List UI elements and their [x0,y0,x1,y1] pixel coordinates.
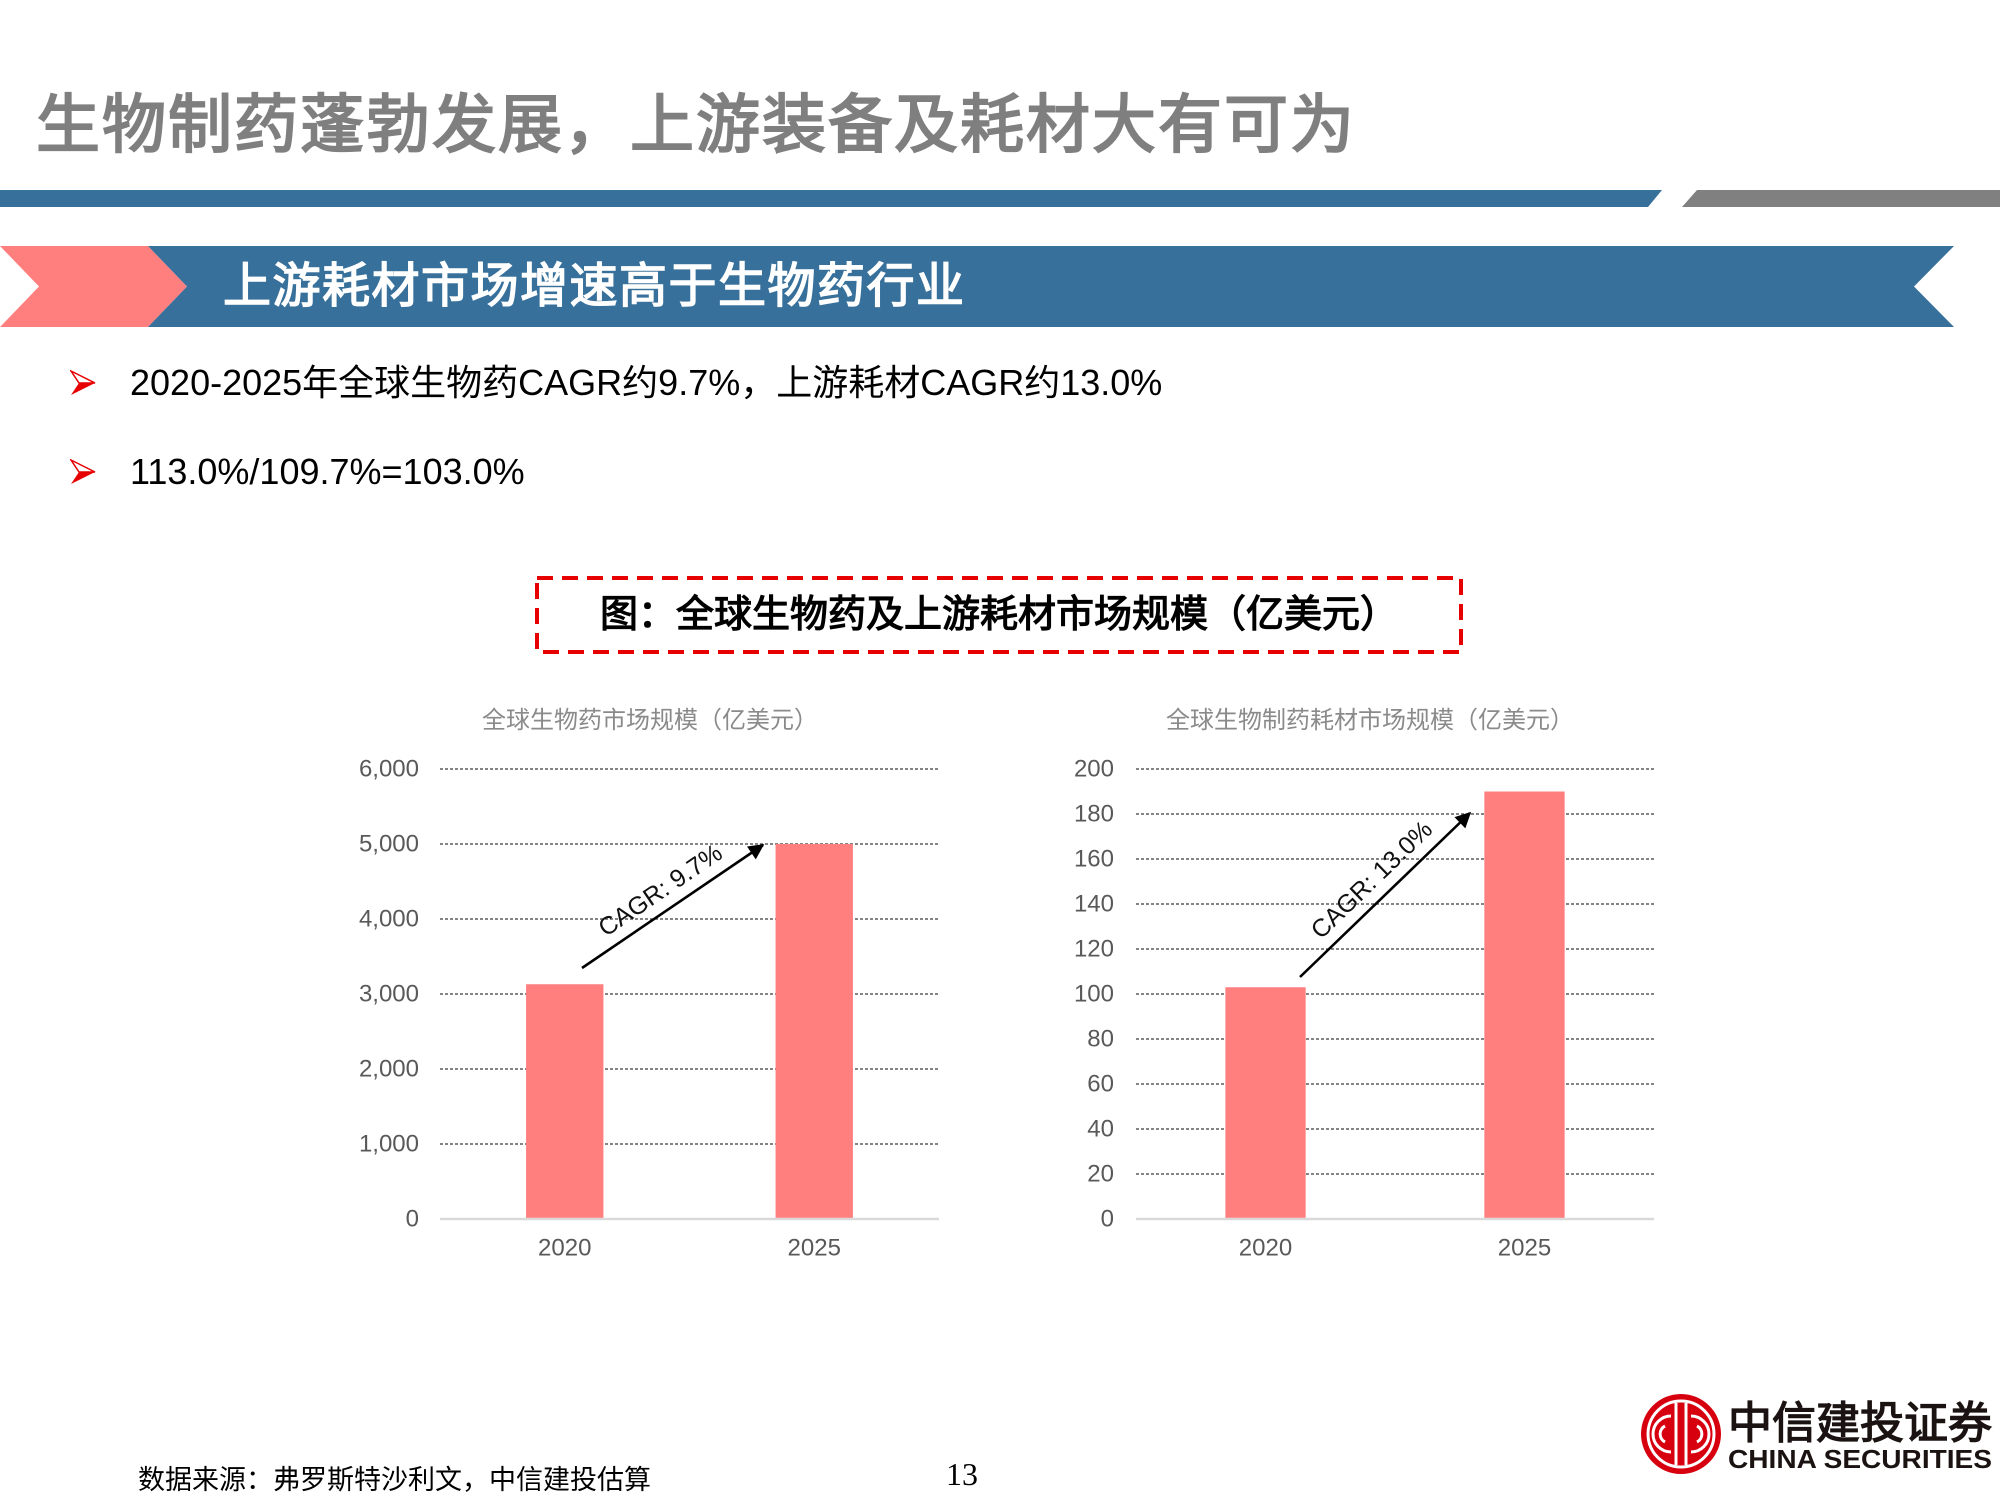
x-tick-label: 2020 [1239,1235,1292,1262]
bullet-item: 2020-2025年全球生物药CAGR约9.7%，上游耗材CAGR约13.0% [70,361,1162,405]
arrow-bullet-icon [70,459,96,484]
cagr-arrow-icon [581,843,765,970]
y-tick-label: 140 [1074,891,1114,918]
y-tick-label: 3,000 [359,981,419,1008]
figure-caption-box: 图：全球生物药及上游耗材市场规模（亿美元） [535,576,1463,654]
chart-title: 全球生物制药耗材市场规模（亿美元） [1166,706,1574,734]
bar-2025 [1484,791,1565,1219]
y-tick-label: 6,000 [359,756,419,783]
x-tick-label: 2025 [788,1235,841,1262]
y-tick-label: 60 [1087,1071,1114,1098]
logo-name-cn: 中信建投证券 [1728,1398,1993,1449]
section-heading: 上游耗材市场增速高于生物药行业 [223,260,966,313]
cagr-arrow-icon [1299,811,1472,978]
source-note: 数据来源：弗罗斯特沙利文，中信建投估算 [138,1465,651,1495]
dashed-border-rect [535,576,1463,654]
figure-caption: 图：全球生物药及上游耗材市场规模（亿美元） [599,594,1398,636]
arrow-bullet-icon [70,370,96,395]
citic-logo-icon [1641,1394,1721,1474]
bar-2025 [775,844,853,1219]
y-tick-label: 2,000 [359,1056,419,1083]
chart-bioprocess-consumables-market: 全球生物制药耗材市场规模（亿美元） 0 20 40 60 80 100 120 140 160 18… [1074,706,1654,1262]
header-rule-gray [1682,190,2000,207]
dashed-border [535,576,1463,654]
y-tick-label: 0 [406,1206,419,1233]
bullet-text: 113.0%/109.7%=103.0% [130,451,525,492]
chart-title: 全球生物药市场规模（亿美元） [482,706,818,734]
y-tick-label: 180 [1074,801,1114,828]
y-tick-label: 100 [1074,981,1114,1008]
company-logo: 中信建投证券 CHINA SECURITIES [1641,1394,1993,1474]
page-number: 13 [946,1456,978,1492]
section-banner-chevron [0,246,187,327]
slide-title: 生物制药蓬勃发展，上游装备及耗材大有可为 [36,89,1356,161]
y-tick-label: 1,000 [359,1131,419,1158]
y-tick-label: 20 [1087,1161,1114,1188]
bullet-text: 2020-2025年全球生物药CAGR约9.7%，上游耗材CAGR约13.0% [130,362,1163,403]
logo-name-en: CHINA SECURITIES [1728,1444,1992,1474]
bullet-item: 113.0%/109.7%=103.0% [70,450,525,494]
y-tick-label: 40 [1087,1116,1114,1143]
bar-2020 [1225,987,1306,1219]
y-tick-label: 4,000 [359,906,419,933]
y-tick-label: 160 [1074,846,1114,873]
chart-global-biologics-market: 全球生物药市场规模（亿美元） 0 1,000 2,000 3,000 4,000 5,000… [359,706,939,1262]
y-tick-label: 120 [1074,936,1114,963]
y-tick-label: 5,000 [359,831,419,858]
x-tick-label: 2025 [1498,1235,1551,1262]
y-tick-label: 0 [1101,1206,1114,1233]
header-rule-blue [0,190,1662,207]
y-tick-label: 200 [1074,756,1114,783]
x-tick-label: 2020 [538,1235,591,1262]
bar-2020 [526,984,604,1219]
section-banner-body [148,246,1954,327]
cagr-label: CAGR: 13.0% [1306,815,1438,944]
y-tick-label: 80 [1087,1026,1114,1053]
header-decoration [0,190,2000,327]
cagr-label: CAGR: 9.7% [593,839,727,943]
